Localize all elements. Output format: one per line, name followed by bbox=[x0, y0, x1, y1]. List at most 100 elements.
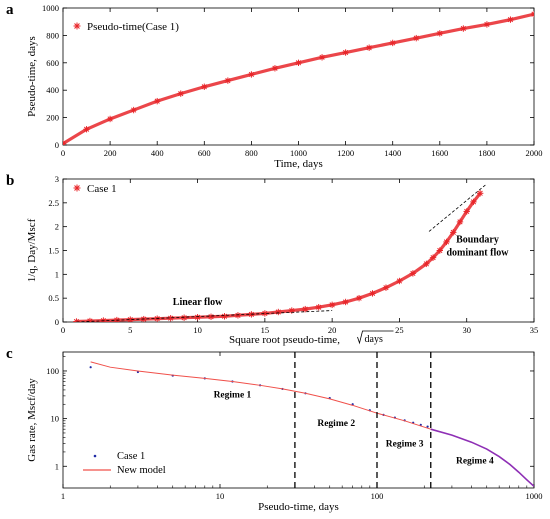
data-point bbox=[484, 21, 490, 28]
data-point bbox=[302, 306, 308, 312]
data-point bbox=[289, 307, 295, 314]
series-case-1 bbox=[89, 366, 429, 428]
annotation-boundary-flow: dominant flow bbox=[447, 247, 510, 258]
data-point bbox=[88, 318, 93, 322]
x-tick-label: 5 bbox=[128, 325, 132, 335]
x-tick-label: 0 bbox=[61, 325, 65, 335]
legend-label: Pseudo-time(Case 1) bbox=[87, 21, 179, 33]
annotation-boundary-flow: Boundary bbox=[456, 234, 499, 245]
regime-label: Regime 2 bbox=[317, 419, 355, 429]
series-line bbox=[428, 183, 488, 232]
y-tick-label: 1.5 bbox=[48, 246, 59, 256]
data-point bbox=[437, 30, 443, 36]
series-pseudo-time-case-1- bbox=[63, 10, 534, 145]
series-line bbox=[90, 361, 431, 430]
data-point bbox=[531, 11, 534, 15]
panel-label-c: c bbox=[6, 346, 13, 362]
x-tick-label: 1200 bbox=[337, 148, 354, 158]
legend-marker bbox=[74, 23, 80, 29]
data-point bbox=[107, 116, 113, 122]
data-point bbox=[457, 219, 463, 225]
y-tick-label: 800 bbox=[46, 30, 59, 40]
series-trail bbox=[76, 192, 482, 322]
x-tick-label: 1600 bbox=[431, 148, 448, 158]
y-tick-label: 400 bbox=[46, 85, 59, 95]
data-point bbox=[248, 71, 255, 78]
regime-label: Regime 3 bbox=[386, 439, 424, 449]
data-point bbox=[443, 239, 450, 245]
sqrt-symbol bbox=[357, 330, 394, 345]
legend-label: Case 1 bbox=[117, 451, 145, 462]
legend-label: New model bbox=[117, 465, 166, 476]
x-tick-label: 10 bbox=[193, 325, 202, 335]
y-tick-label: 600 bbox=[46, 58, 59, 68]
series-new-model bbox=[90, 361, 431, 430]
legend-marker bbox=[93, 454, 97, 458]
x-tick-label: 1400 bbox=[384, 148, 401, 158]
y-tick-label: 0 bbox=[55, 140, 59, 150]
data-point bbox=[369, 290, 376, 297]
data-point bbox=[460, 25, 466, 32]
y-tick-label: 0.5 bbox=[48, 293, 59, 303]
data-point bbox=[396, 278, 403, 284]
data-point bbox=[295, 60, 302, 66]
x-tick-label: 100 bbox=[371, 491, 384, 501]
data-point bbox=[507, 17, 514, 23]
data-point bbox=[178, 91, 184, 97]
data-point bbox=[201, 84, 207, 90]
data-point bbox=[75, 318, 80, 322]
data-point bbox=[413, 35, 419, 41]
series-line bbox=[430, 428, 534, 487]
y-tick-label: 2.5 bbox=[48, 198, 59, 208]
x-axis-label: Time, days bbox=[274, 158, 323, 170]
data-point bbox=[272, 65, 278, 71]
data-point bbox=[430, 255, 436, 261]
y-tick-label: 100 bbox=[46, 366, 59, 376]
data-point bbox=[154, 98, 160, 104]
y-tick-label: 200 bbox=[46, 113, 59, 123]
y-tick-label: 3 bbox=[55, 174, 59, 184]
series-line bbox=[76, 310, 333, 322]
x-tick-label: 1000 bbox=[526, 491, 543, 501]
series-case-1 bbox=[73, 190, 484, 322]
x-tick-label: 600 bbox=[198, 148, 211, 158]
data-point bbox=[531, 13, 534, 17]
y-tick-label: 2 bbox=[55, 222, 59, 232]
data-point bbox=[208, 314, 214, 320]
data-point bbox=[63, 141, 66, 145]
data-point bbox=[225, 77, 231, 84]
y-tick-label: 1 bbox=[55, 269, 59, 279]
data-point bbox=[89, 366, 92, 369]
data-point bbox=[342, 49, 349, 56]
y-tick-label: 0 bbox=[55, 317, 59, 327]
y-tick-label: 1 bbox=[55, 461, 59, 471]
x-tick-label: 1800 bbox=[478, 148, 495, 158]
annotation-linear-flow: Linear flow bbox=[173, 297, 223, 308]
data-point bbox=[316, 304, 322, 310]
data-point bbox=[181, 315, 187, 321]
data-point bbox=[390, 40, 396, 46]
x-tick-label: 200 bbox=[104, 148, 117, 158]
series-trail bbox=[63, 12, 534, 145]
data-point bbox=[342, 299, 349, 305]
y-tick-label: 10 bbox=[51, 414, 60, 424]
data-point bbox=[356, 295, 362, 301]
x-tick-label: 15 bbox=[261, 325, 270, 335]
panel-label-a: a bbox=[6, 2, 14, 18]
data-point bbox=[168, 315, 174, 321]
data-point bbox=[450, 229, 456, 236]
data-point bbox=[127, 317, 133, 322]
regime-label: Regime 1 bbox=[214, 390, 252, 400]
data-point bbox=[410, 270, 416, 276]
x-axis-label-sqrt: days bbox=[365, 334, 383, 345]
x-tick-label: 400 bbox=[151, 148, 164, 158]
y-tick-label: 1000 bbox=[42, 3, 59, 13]
x-tick-label: 30 bbox=[462, 325, 471, 335]
series-boundary-fit bbox=[428, 183, 488, 232]
data-point bbox=[383, 285, 389, 291]
x-tick-label: 35 bbox=[530, 325, 539, 335]
data-point bbox=[262, 310, 268, 317]
plot-frame-c bbox=[62, 351, 535, 489]
y-axis-label: 1/q, Day/Mscf bbox=[26, 218, 38, 282]
